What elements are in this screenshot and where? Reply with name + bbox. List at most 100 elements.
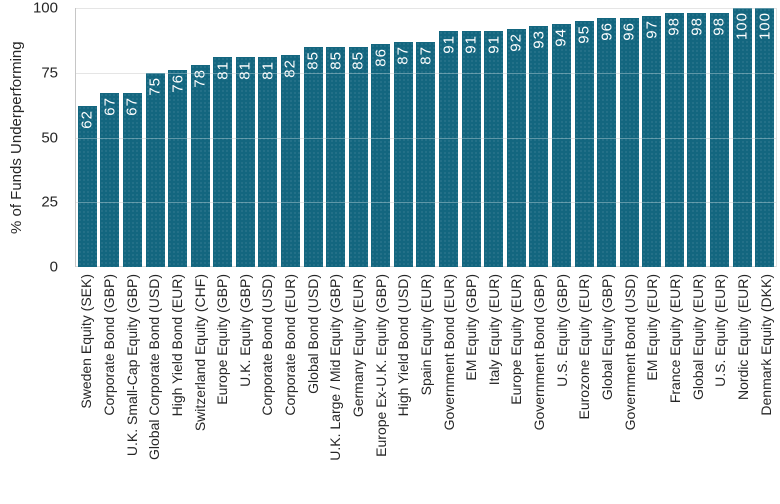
bar-value-label: 75: [146, 76, 164, 96]
bar-value-label: 100: [733, 12, 751, 41]
x-tick-slot: France Equity (EUR): [665, 271, 684, 504]
bar-slot: 92: [506, 8, 526, 267]
x-tick-label: U.S. Equity (EUR): [712, 274, 729, 387]
bar-value-label: 67: [123, 97, 141, 117]
plot-area: 62 67 67 75 76 78 81 81 81 82 85 85 85 86 87 87 91 91 91 92…: [75, 8, 777, 267]
bar-slot: 75: [145, 8, 165, 267]
x-tick-slot: Germany Equity (EUR): [348, 271, 367, 504]
bar-slot: 94: [551, 8, 571, 267]
x-tick-slot: Corporate Bond (EUR): [281, 271, 300, 504]
x-tick-label: Nordic Equity (EUR): [734, 274, 751, 401]
x-tick-label: France Equity (EUR): [666, 274, 683, 404]
bar-value-label: 98: [665, 17, 683, 36]
x-tick-label: Germany Equity (EUR): [350, 274, 366, 418]
bar-slot: 100: [732, 8, 752, 267]
bar-value-label: 91: [462, 35, 480, 54]
bar: 92: [506, 28, 526, 267]
bar: 87: [416, 41, 436, 267]
bar-value-label: 85: [304, 50, 322, 70]
x-tick-slot: EM Equity (EUR): [643, 271, 662, 504]
bar-slot: 67: [100, 8, 120, 267]
bar: 95: [574, 20, 594, 267]
bar-value-label: 81: [236, 61, 254, 80]
x-tick-label: Global Equity (EUR): [689, 274, 706, 401]
bar-slot: 91: [461, 8, 481, 267]
x-tick-slot: U.K. Large / Mid Equity (GBP): [326, 271, 345, 504]
bar-slot: 62: [77, 8, 97, 267]
bar-value-label: 91: [485, 35, 503, 54]
bar-series: 62 67 67 75 76 78 81 81 81 82 85 85 85 86 87 87 91 91 91 92…: [76, 8, 776, 267]
x-tick-slot: Government Bond (GBP): [530, 271, 549, 504]
x-tick-slot: Global Equity (EUR): [688, 271, 707, 504]
bar: 86: [371, 44, 391, 267]
bar: 75: [145, 72, 165, 267]
bar-slot: 96: [619, 8, 639, 267]
x-tick-slot: Switzerland Equity (CHF): [190, 271, 209, 504]
bar: 93: [529, 26, 549, 267]
bar-slot: 87: [393, 8, 413, 267]
x-tick-slot: U.K. Equity (GBP): [235, 271, 254, 504]
x-tick-label: Switzerland Equity (CHF): [191, 274, 208, 432]
x-tick-label: Corporate Bond (EUR): [282, 274, 299, 416]
bar-value-label: 92: [507, 32, 525, 52]
bar-value-label: 96: [620, 22, 638, 42]
bar-slot: 93: [529, 8, 549, 267]
bar-value-label: 96: [598, 22, 616, 42]
bar: 98: [687, 13, 707, 267]
y-tick-label: 0: [49, 258, 58, 276]
x-tick-label: Europe Ex-U.K. Equity (GBP): [372, 274, 389, 457]
bar-value-label: 87: [394, 45, 412, 65]
bar: 81: [258, 57, 278, 267]
bar-slot: 67: [122, 8, 142, 267]
x-tick-label: High Yield Bond (EUR): [168, 274, 185, 417]
bar-slot: 97: [642, 8, 662, 267]
x-tick-label: EM Equity (GBP): [463, 274, 480, 381]
x-tick-label: U.K. Large / Mid Equity (GBP): [327, 274, 344, 461]
bar-value-label: 82: [281, 58, 299, 78]
x-tick-slot: U.S. Equity (EUR): [711, 271, 730, 504]
x-tick-slot: Sweden Equity (SEK): [77, 271, 96, 504]
x-axis: Sweden Equity (SEK) Corporate Bond (GBP) U…: [75, 271, 777, 504]
bar-value-label: 81: [214, 61, 232, 80]
x-tick-slot: Corporate Bond (USD): [258, 271, 277, 504]
bar-value-label: 100: [756, 12, 774, 41]
x-tick-slot: Eurozone Equity (EUR): [575, 271, 594, 504]
bar: 78: [190, 64, 210, 267]
bar-slot: 81: [258, 8, 278, 267]
bar-value-label: 95: [575, 24, 593, 44]
x-tick-slot: Global Equity (GBP): [598, 271, 617, 504]
bar-slot: 82: [281, 8, 300, 267]
bar-slot: 95: [574, 8, 594, 267]
x-tick-slot: U.S. Equity (GBP): [552, 271, 571, 504]
x-tick-label: Corporate Bond (USD): [259, 274, 276, 416]
x-tick-label: Global Bond (USD): [304, 274, 321, 394]
x-tick-slot: Government Bond (EUR): [439, 271, 458, 504]
bar-slot: 85: [348, 8, 368, 267]
bar: 62: [77, 106, 97, 267]
bar: 91: [439, 31, 459, 267]
x-tick-label: Government Bond (EUR): [440, 274, 457, 431]
x-tick-slot: High Yield Bond (EUR): [167, 271, 186, 504]
x-tick-label: Europe Equity (EUR): [508, 274, 525, 405]
bar: 98: [664, 13, 684, 267]
bar: 87: [393, 41, 413, 267]
x-tick-slot: U.K. Small-Cap Equity (GBP): [122, 271, 141, 504]
bar-value-label: 62: [78, 110, 96, 130]
x-tick-label: Government Bond (GBP): [531, 274, 548, 431]
x-tick-label: Sweden Equity (SEK): [78, 274, 95, 409]
x-tick-slot: Spain Equity (EUR): [416, 271, 435, 504]
x-tick-label: U.S. Equity (GBP): [553, 274, 570, 387]
x-tick-label: EM Equity (EUR): [644, 274, 661, 381]
bar: 85: [348, 46, 368, 267]
bar: 97: [642, 15, 662, 267]
y-tick-label: 50: [41, 129, 58, 146]
bar-value-label: 85: [349, 50, 367, 70]
bar: 81: [235, 57, 255, 267]
bar-value-label: 97: [643, 19, 661, 39]
y-tick-label: 25: [41, 193, 58, 211]
x-tick-slot: Global Bond (USD): [303, 271, 322, 504]
bar: 81: [213, 57, 233, 267]
x-tick-slot: Corporate Bond (GBP): [99, 271, 118, 504]
bar-value-label: 98: [688, 17, 706, 36]
x-tick-label: Government Bond (USD): [621, 274, 638, 431]
